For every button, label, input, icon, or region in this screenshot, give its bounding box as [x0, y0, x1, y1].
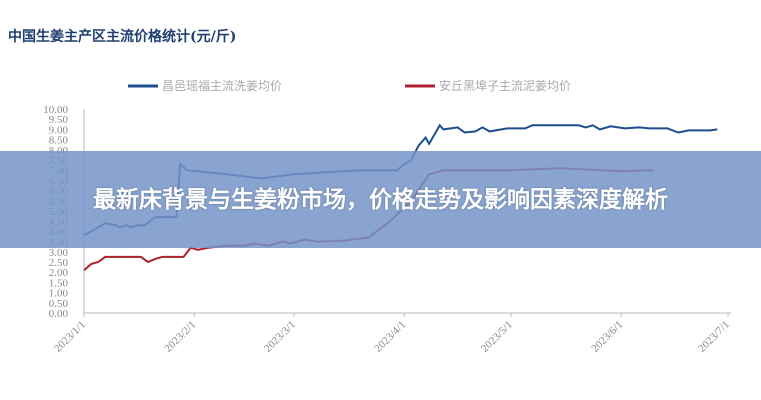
x-tick-label: 2023/4/1 — [372, 319, 408, 355]
legend-label: 昌邑瑶福主流洗姜均价 — [162, 78, 282, 93]
y-tick-label: 1.00 — [49, 288, 69, 300]
y-tick-label: 0.00 — [49, 308, 69, 320]
x-tick-label: 2023/2/1 — [162, 319, 198, 355]
x-tick-label: 2023/3/1 — [262, 319, 298, 355]
y-tick-label: 10.00 — [43, 104, 68, 116]
y-tick-label: 0.50 — [49, 298, 69, 310]
y-tick-label: 2.50 — [49, 257, 69, 269]
y-tick-label: 9.00 — [49, 124, 69, 136]
headline-banner: 最新床背景与生姜粉市场，价格走势及影响因素深度解析 — [0, 151, 761, 248]
legend-label: 安丘黑埠子主流泥姜均价 — [439, 78, 571, 93]
y-tick-label: 3.00 — [49, 247, 69, 259]
y-tick-label: 2.00 — [49, 267, 69, 279]
x-tick-label: 2023/5/1 — [479, 319, 515, 355]
x-tick-label: 2023/6/1 — [589, 319, 625, 355]
chart-title: 中国生姜主产区主流价格统计(元/斤) — [8, 29, 237, 45]
y-tick-label: 9.50 — [49, 114, 69, 126]
x-tick-label: 2023/7/1 — [696, 319, 732, 355]
y-tick-label: 1.50 — [49, 277, 69, 289]
headline-text: 最新床背景与生姜粉市场，价格走势及影响因素深度解析 — [93, 186, 668, 213]
y-tick-label: 8.50 — [49, 135, 69, 147]
x-tick-label: 2023/1/1 — [52, 319, 88, 355]
